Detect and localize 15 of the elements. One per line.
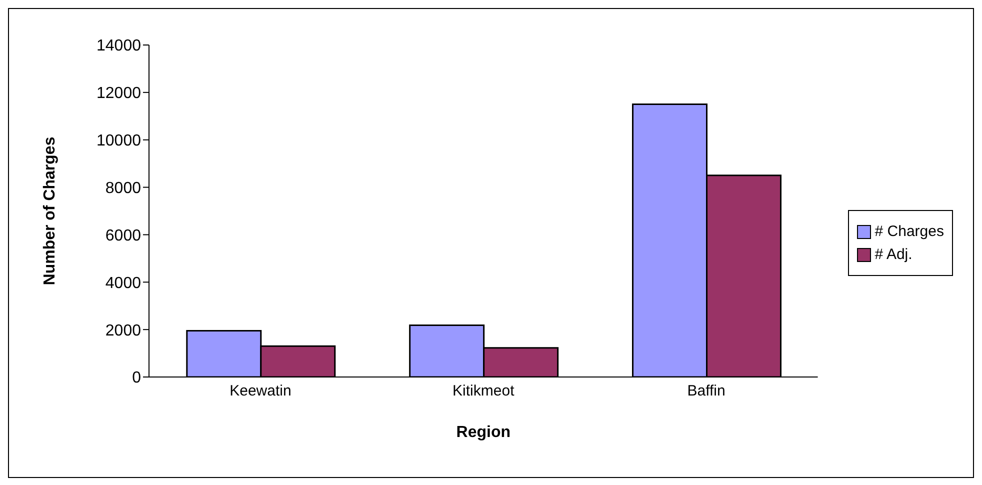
y-tick-label: 12000 [96,85,142,102]
x-axis-title: Region [456,424,510,441]
y-tick-label: 14000 [96,38,142,55]
x-tick-label: Keewatin [230,382,292,400]
legend-label: # Charges [874,223,944,240]
y-axis-title: Number of Charges [42,136,59,286]
y-tick-label: 10000 [96,132,142,150]
y-tick-label: 6000 [105,227,142,244]
y-tick-label: 8000 [105,180,142,197]
legend-label: # Adj. [874,246,912,263]
x-tick-label: Kitikmeot [452,382,516,400]
y-tick-label: 0 [132,370,142,387]
y-tick-label: 4000 [105,274,142,292]
y-tick-label: 2000 [105,322,142,340]
x-tick-label: Baffin [687,382,726,400]
